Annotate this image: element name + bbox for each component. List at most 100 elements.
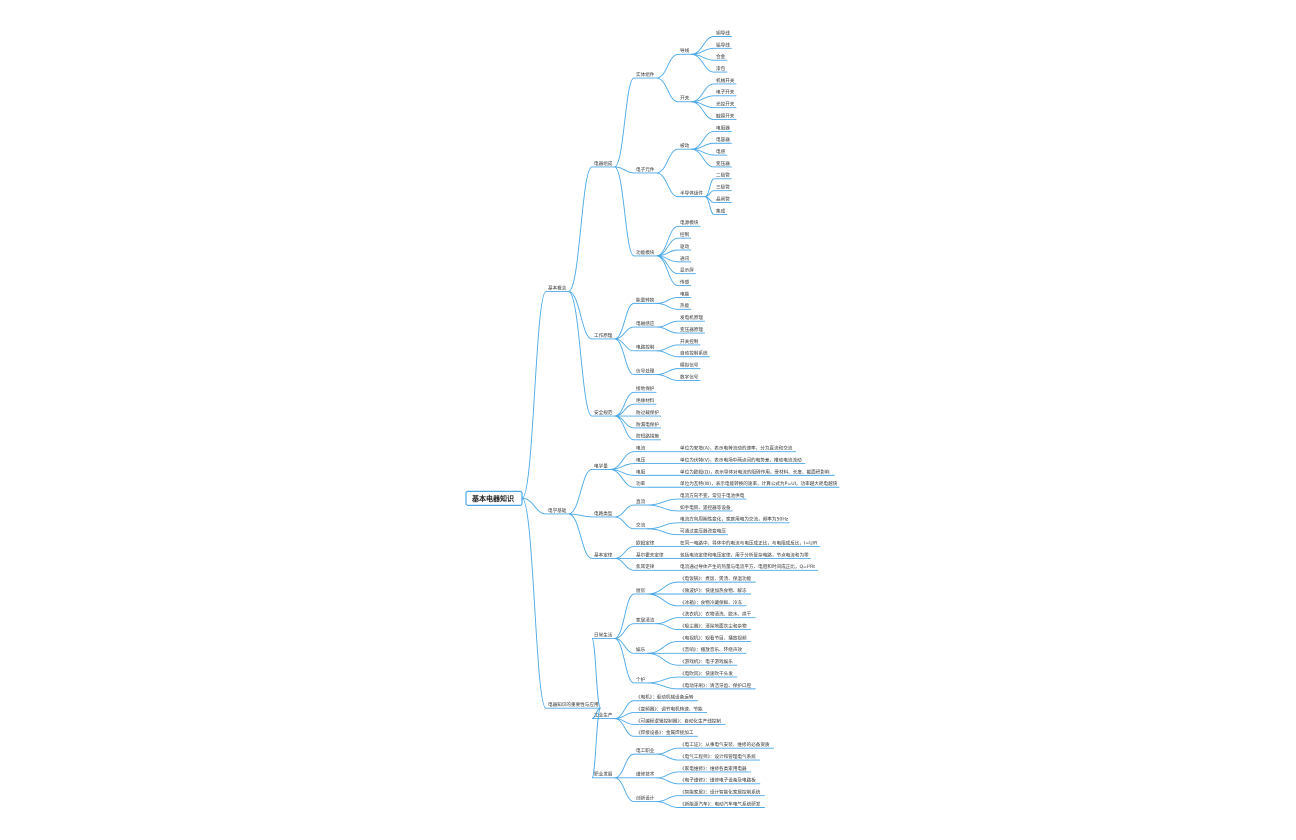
mind-map-node[interactable]: 电工职业 — [634, 747, 657, 755]
mind-map-node[interactable]: 《微波炉》：快速加热食物、解冻 — [678, 587, 751, 595]
mind-map-node[interactable]: 开关控制 — [678, 338, 701, 346]
mind-map-node[interactable]: 厨房 — [634, 587, 648, 595]
mind-map-node[interactable]: 电能 — [678, 290, 692, 298]
mind-map-node[interactable]: 安全规范 — [592, 409, 615, 417]
root-node[interactable]: 基本电器知识 — [465, 490, 523, 506]
mind-map-node[interactable]: 家居清洁 — [634, 617, 657, 625]
mind-map-node[interactable]: 变压器 — [714, 160, 732, 168]
mind-map-node[interactable]: 电流 — [634, 445, 648, 453]
mind-map-node[interactable]: 在同一电路中，导体中的电流与电压成正比，与电阻成反比，I=U/R — [678, 539, 820, 547]
mind-map-node[interactable]: 《电子维修》：维修电子设备及电路板 — [678, 777, 761, 785]
mind-map-node[interactable]: 《游戏机》：电子游戏娱乐 — [678, 658, 738, 666]
mind-map-node[interactable]: 单位为安培(A)，表示电荷流动的速率，分为直流和交流 — [678, 445, 797, 453]
mind-map-node[interactable]: 交流 — [634, 522, 648, 530]
mind-map-node[interactable]: 电感 — [714, 148, 728, 156]
mind-map-node[interactable]: 电源模块 — [678, 219, 701, 227]
mind-map-node[interactable]: 《可编程逻辑控制器》：自动化生产线控制 — [634, 717, 726, 725]
mind-map-node[interactable]: 欧姆定律 — [634, 539, 657, 547]
mind-map-node[interactable]: 热能 — [678, 302, 692, 310]
mind-map-node[interactable]: 《音响》：播放音乐、环绕声效 — [678, 646, 747, 654]
mind-map-node[interactable]: 集成 — [714, 207, 728, 215]
mind-map-node[interactable]: 光控开关 — [714, 101, 737, 109]
mind-map-node[interactable]: 防漏电保护 — [634, 421, 661, 429]
mind-map-node[interactable]: 接地保护 — [634, 385, 657, 393]
mind-map-node[interactable]: 铜导线 — [714, 29, 732, 37]
mind-map-node[interactable]: 绝缘材料 — [634, 397, 657, 405]
mind-map-node[interactable]: 实体组件 — [634, 71, 657, 79]
mind-map-node[interactable]: 《冰箱》：食物冷藏保鲜、冷冻 — [678, 599, 747, 607]
mind-map-node[interactable]: 电压 — [634, 456, 648, 464]
mind-map-node[interactable]: 合金 — [714, 53, 728, 61]
mind-map-node[interactable]: 《电动牙刷》：清洁牙齿、保护口腔 — [678, 682, 756, 690]
mind-map-node[interactable]: 电磁感应 — [634, 320, 657, 328]
mind-map-node[interactable]: 基尔霍夫定律 — [634, 551, 666, 559]
mind-map-node[interactable]: 直流 — [634, 498, 648, 506]
mind-map-node[interactable]: 铝导线 — [714, 41, 732, 49]
mind-map-node[interactable]: 工业生产 — [592, 711, 615, 719]
mind-map-node[interactable]: 驱动 — [678, 243, 692, 251]
mind-map-node[interactable]: 《焊接设备》：金属焊接加工 — [634, 729, 698, 737]
mind-map-node[interactable]: 能量转换 — [634, 296, 657, 304]
mind-map-node[interactable]: 发电机原理 — [678, 314, 705, 322]
mind-map-node[interactable]: 功率 — [634, 480, 648, 488]
mind-map-node[interactable]: 二极管 — [714, 172, 732, 180]
mind-map-node[interactable]: 个护 — [634, 676, 648, 684]
mind-map-node[interactable]: 电学基础 — [546, 507, 569, 515]
mind-map-node[interactable]: 电子开关 — [714, 89, 737, 97]
mind-map-node[interactable]: 电路控制 — [634, 344, 657, 352]
mind-map-node[interactable]: 《吸尘器》：清除地面灰尘和杂物 — [678, 622, 751, 631]
mind-map-node[interactable]: 传感 — [678, 278, 692, 287]
mind-map-node[interactable]: 单位为瓦特(W)，表示电能转换的速率，计算公式为P=UI，功率越大耗电越快 — [678, 480, 840, 488]
mind-map-node[interactable]: 职业发展 — [592, 771, 615, 779]
mind-map-node[interactable]: 模拟信号 — [678, 362, 701, 370]
mind-map-node[interactable]: 《家电维修》：维修各类家用电器 — [678, 765, 751, 773]
mind-map-node[interactable]: 电器组成 — [592, 160, 615, 168]
mind-map-node[interactable]: 晶闸管 — [714, 195, 732, 204]
mind-map-node[interactable]: 通讯 — [678, 255, 692, 263]
mind-map-node[interactable]: 数字信号 — [678, 373, 701, 381]
mind-map-node[interactable]: 自动控制系统 — [678, 350, 710, 358]
mind-map-node[interactable]: 电阻器 — [714, 124, 732, 132]
mind-map-node[interactable]: 显示屏 — [678, 268, 696, 275]
mind-map-node[interactable]: 包括电流定律和电压定律，用于分析复杂电路，节点电流和为零 — [678, 551, 811, 559]
mind-map-node[interactable]: 信号处理 — [634, 367, 657, 376]
mind-map-node[interactable]: 基本定律 — [592, 551, 615, 559]
mind-map-node[interactable]: 《电饭锅》：煮饭、煲汤、保温功能 — [678, 575, 756, 583]
mind-map-node[interactable]: 机械开关 — [714, 77, 737, 85]
mind-map-node[interactable]: 《新能源汽车》：电动汽车电气系统研发 — [678, 800, 765, 808]
mind-map-node[interactable]: 电阻 — [634, 468, 648, 476]
mind-map-node[interactable]: 《电机》：驱动机械设备运转 — [634, 694, 698, 702]
mind-map-node[interactable]: 日常生活 — [592, 631, 615, 639]
mind-map-node[interactable]: 《电气工程师》：设计和管理电气系统 — [678, 753, 761, 761]
mind-map-node[interactable]: 触摸开关 — [714, 112, 737, 120]
mind-map-node[interactable]: 电流通过导体产生的热量与电流平方、电阻和时间成正比，Q=I²Rt — [678, 563, 819, 571]
mind-map-node[interactable]: 导线 — [678, 47, 692, 55]
mind-map-node[interactable]: 电子元件 — [634, 166, 657, 174]
mind-map-node[interactable]: 电学量 — [592, 462, 610, 470]
mind-map-node[interactable]: 《洗衣机》：衣物清洗、脱水、烘干 — [678, 611, 756, 619]
mind-map-node[interactable]: 漆包 — [714, 65, 728, 73]
mind-map-node[interactable]: 《电工证》：从事电气安装、维修的必备资质 — [678, 741, 774, 749]
mind-map-node[interactable]: 电器知识的重要性与应用 — [546, 701, 601, 709]
mind-map-node[interactable]: 半导体组件 — [678, 190, 705, 198]
mind-map-node[interactable]: 单位为伏特(V)，表示电场中两点间的电势差，推动电流流动 — [678, 456, 806, 464]
mind-map-node[interactable]: 防过载保护 — [634, 409, 661, 417]
mind-map-node[interactable]: 创新设计 — [634, 794, 657, 803]
mind-map-node[interactable]: 开关 — [678, 95, 692, 103]
mind-map-node[interactable]: 电流方向不变，常见于电池供电 — [678, 492, 747, 500]
mind-map-node[interactable]: 如手电筒、遥控器等设备 — [678, 504, 733, 512]
mind-map-node[interactable]: 电路类型 — [592, 510, 615, 518]
mind-map-node[interactable]: 电容器 — [714, 136, 732, 144]
mind-map-node[interactable]: 变压器原理 — [678, 326, 705, 334]
mind-map-node[interactable]: 基本概念 — [546, 284, 569, 292]
mind-map-node[interactable]: 维修技术 — [634, 771, 657, 779]
mind-map-node[interactable]: 《电视机》：观看节目、播放视频 — [678, 634, 751, 642]
mind-map-node[interactable]: 控制 — [678, 231, 692, 239]
mind-map-node[interactable]: 电流方向周期性变化，家庭用电为交流，频率为50Hz — [678, 516, 790, 524]
mind-map-node[interactable]: 三极管 — [714, 184, 732, 192]
mind-map-node[interactable]: 可通过变压器改变电压 — [678, 528, 728, 536]
mind-map-node[interactable]: 防短路措施 — [634, 433, 661, 441]
mind-map-node[interactable]: 《电吹风》：快速吹干头发 — [678, 670, 738, 678]
mind-map-node[interactable]: 工作原理 — [592, 332, 615, 340]
mind-map-node[interactable]: 被动 — [678, 142, 692, 150]
